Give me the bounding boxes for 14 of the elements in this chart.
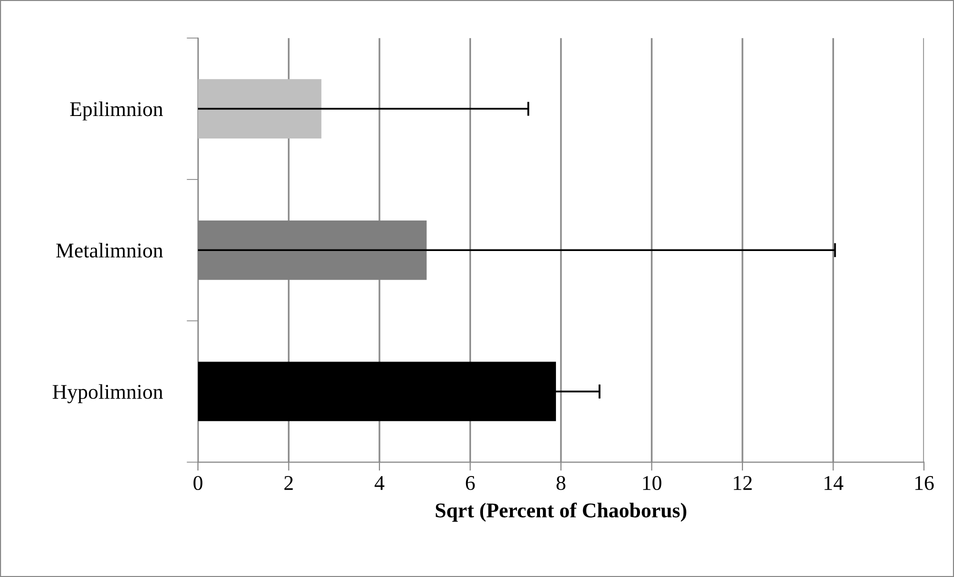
x-tick-label: 4 [374,476,384,490]
x-tick-label: 16 [915,476,934,490]
x-tick-label: 2 [284,476,293,490]
x-tick-label: 6 [466,476,475,490]
bar [198,79,322,138]
y-tick-label: Epilimnion [70,102,163,120]
x-axis-title: Sqrt (Percent of Chaoborus) [436,502,686,522]
y-tick-label: Metalimnion [56,242,163,258]
y-tick-label: Hypolimnion [52,384,163,404]
x-tick-label: 14 [824,476,844,490]
x-tick-label: 12 [734,476,752,490]
x-tick-label: 8 [556,476,566,490]
x-tick-label: 0 [194,476,202,490]
x-tick-label: 10 [643,476,662,490]
